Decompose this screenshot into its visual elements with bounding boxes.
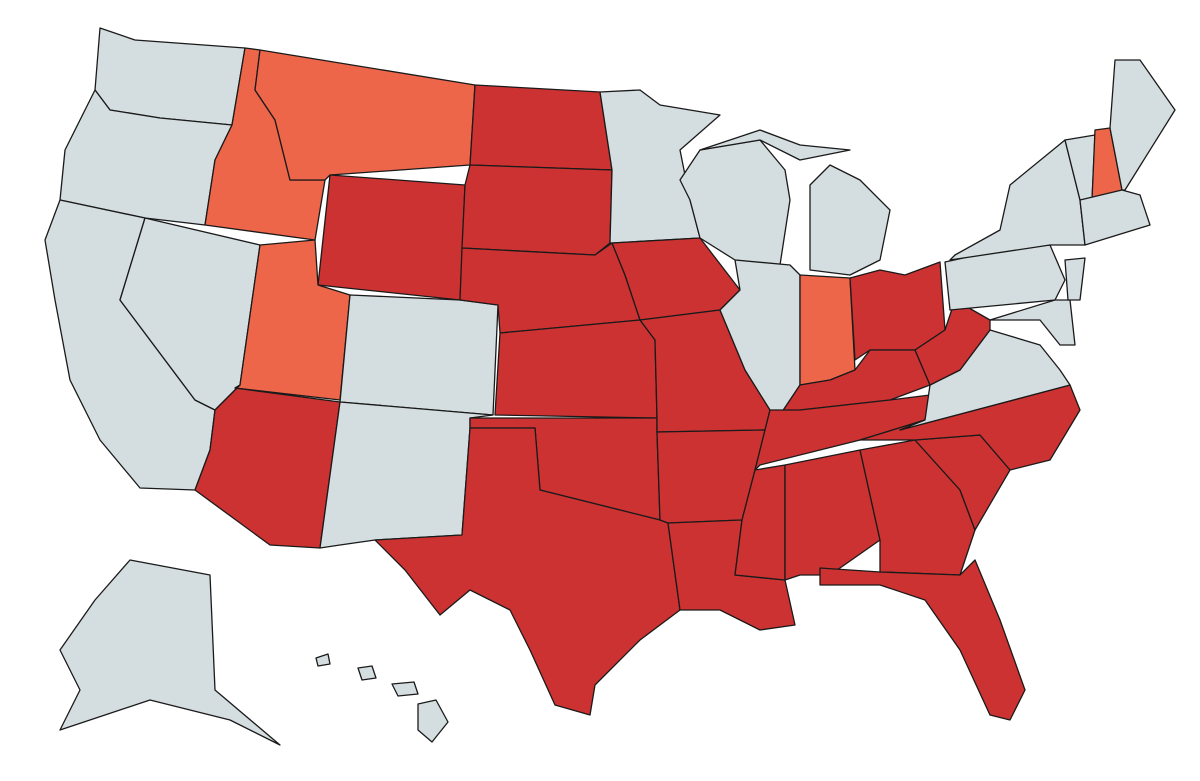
state	[374, 427, 681, 716]
state	[949, 139, 1086, 261]
state	[1109, 59, 1176, 191]
state	[989, 299, 1076, 346]
state	[254, 49, 476, 181]
state	[914, 299, 991, 386]
state	[357, 665, 377, 681]
state	[799, 274, 856, 386]
state	[315, 653, 331, 667]
state	[859, 384, 1081, 471]
state	[461, 164, 613, 256]
state	[734, 464, 786, 581]
state	[194, 384, 341, 549]
state	[339, 294, 499, 416]
state	[819, 559, 1026, 721]
state	[1079, 189, 1151, 246]
state	[94, 27, 246, 126]
state	[1064, 257, 1086, 301]
state	[699, 129, 851, 161]
state	[809, 164, 891, 276]
state	[469, 84, 613, 171]
state	[317, 174, 466, 301]
state	[59, 559, 281, 746]
state	[417, 699, 449, 743]
state	[391, 681, 419, 697]
state	[494, 319, 658, 419]
